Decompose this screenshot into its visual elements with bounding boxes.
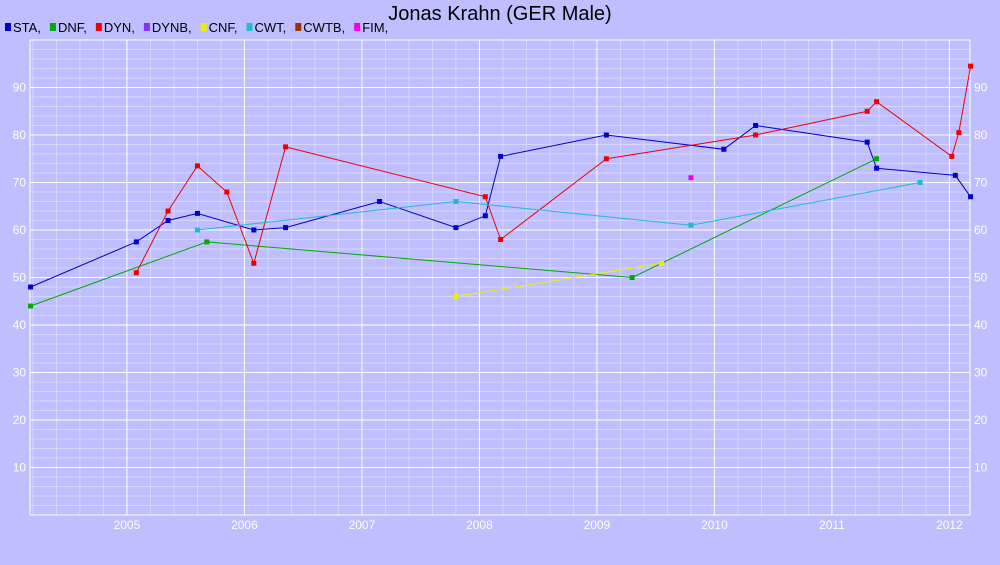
data-point-sta [721, 146, 727, 152]
legend-swatch-dynb [143, 23, 150, 31]
y-tick-label-right: 30 [974, 366, 988, 380]
data-point-sta [453, 225, 459, 231]
legend-swatch-dnf [49, 23, 56, 31]
data-point-sta [165, 218, 171, 223]
data-point-dyn [753, 132, 759, 138]
x-tick-label: 2012 [936, 518, 963, 532]
data-point-sta [28, 284, 34, 290]
y-tick-label-left: 90 [13, 81, 27, 95]
data-point-sta [753, 123, 759, 128]
data-point-sta [133, 239, 139, 245]
data-point-sta [251, 227, 257, 233]
data-point-dnf [629, 275, 635, 280]
legend-label-dyn: DYN, [104, 20, 135, 35]
data-point-dyn [603, 156, 609, 162]
data-point-dyn [956, 130, 962, 136]
x-tick-label: 2008 [466, 518, 493, 532]
data-point-dnf [28, 303, 34, 309]
y-tick-label-left: 60 [13, 223, 27, 237]
series-line-cnf [455, 262, 662, 297]
y-tick-label-left: 30 [13, 366, 27, 380]
y-tick-label-right: 80 [974, 128, 988, 142]
data-point-dyn [949, 153, 955, 159]
y-tick-label-right: 20 [974, 413, 988, 427]
x-tick-label: 2011 [819, 518, 845, 532]
legend-swatch-cwt [246, 23, 253, 31]
data-point-dyn [968, 63, 974, 69]
data-point-dyn [133, 270, 139, 276]
x-tick-label: 2005 [114, 518, 141, 532]
x-tick-label: 2009 [584, 518, 611, 532]
legend-swatch-fim [354, 23, 361, 31]
plot-frame [29, 39, 971, 516]
data-point-dyn [874, 99, 880, 105]
data-point-sta [603, 132, 609, 138]
y-tick-label-right: 90 [974, 81, 988, 95]
data-point-sta [377, 199, 383, 204]
legend-swatch-cnf [200, 23, 207, 31]
y-tick-label-left: 10 [13, 461, 27, 475]
data-point-dyn [482, 194, 488, 200]
legend: STA, DNF, DYN, DYNB, CNF, CWT, CWTB, FIM, [5, 20, 388, 35]
grid [30, 40, 970, 515]
data-point-cwt [453, 199, 459, 204]
y-tick-label-left: 80 [13, 128, 27, 142]
y-tick-label-left: 40 [13, 318, 27, 332]
y-tick-label-right: 70 [974, 176, 988, 190]
legend-label-dynb: DYNB, [152, 20, 192, 35]
y-tick-label-left: 20 [13, 413, 27, 427]
legend-label-sta: STA, [13, 20, 41, 35]
data-point-sta [283, 225, 289, 231]
data-point-cwt [688, 222, 694, 228]
series-line-dnf [30, 158, 877, 307]
data-point-dnf [204, 239, 210, 245]
y-tick-label-right: 60 [974, 223, 988, 237]
y-tick-label-right: 40 [974, 318, 988, 332]
series-line-cwt [197, 182, 921, 231]
y-tick-label-right: 10 [974, 461, 988, 475]
series-group [28, 63, 974, 309]
data-point-dnf [874, 156, 880, 162]
legend-label-cwtb: CWTB, [303, 20, 345, 35]
y-tick-label-left: 70 [13, 176, 27, 190]
data-point-sta [194, 210, 200, 216]
legend-label-fim: FIM, [362, 20, 388, 35]
y-tick-label-left: 50 [13, 271, 27, 285]
data-point-dyn [224, 189, 230, 195]
legend-label-cwt: CWT, [255, 20, 287, 35]
y-tick-label-right: 50 [974, 271, 988, 285]
x-tick-label: 2007 [349, 518, 376, 532]
chart-title: Jonas Krahn (GER Male) [388, 3, 611, 25]
data-point-cwt [917, 180, 923, 185]
data-point-sta [864, 139, 870, 145]
data-point-dyn [251, 260, 257, 266]
data-point-cnf [453, 294, 459, 299]
legend-swatch-cwtb [295, 23, 302, 31]
axes: 10 10 20 20 30 30 40 40 50 50 60 60 70 70 80 80 90 90 2005… [13, 39, 988, 532]
data-point-sta [498, 153, 504, 159]
data-point-fim [688, 175, 694, 181]
data-point-cnf [659, 260, 665, 266]
data-point-sta [968, 194, 974, 200]
data-point-dyn [194, 163, 200, 169]
data-point-dyn [283, 144, 289, 150]
legend-label-dnf: DNF, [58, 20, 87, 35]
data-point-sta [482, 213, 488, 219]
data-point-dyn [498, 237, 504, 242]
x-tick-label: 2010 [701, 518, 728, 532]
data-point-dyn [165, 208, 171, 214]
legend-swatch-sta [5, 23, 11, 31]
x-tick-label: 2006 [231, 518, 258, 532]
legend-swatch-dyn [95, 23, 102, 31]
data-point-sta [952, 172, 958, 178]
data-point-cwt [194, 227, 200, 233]
data-point-dyn [864, 108, 870, 114]
data-point-sta [874, 165, 880, 171]
legend-label-cnf: CNF, [209, 20, 238, 35]
